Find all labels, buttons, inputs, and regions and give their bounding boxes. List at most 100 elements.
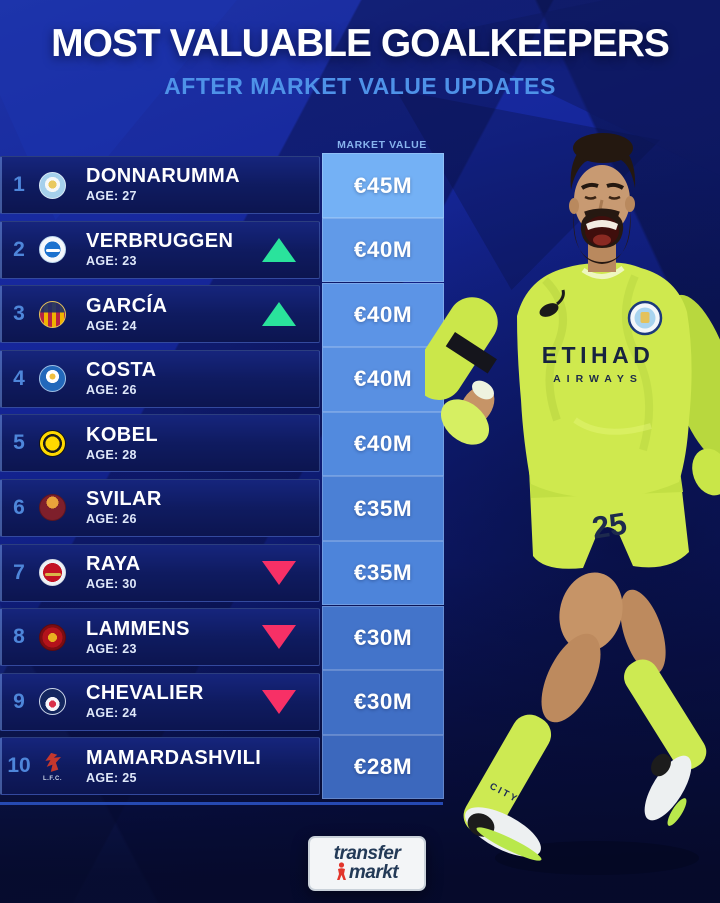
trend-up-icon xyxy=(262,237,296,262)
player-head xyxy=(569,133,636,272)
rank-label: 3 xyxy=(13,302,25,326)
player-age: AGE: 25 xyxy=(86,770,137,785)
table-row: 3 GARCÍA AGE: 24 €40M xyxy=(0,282,444,347)
player-shadow xyxy=(495,841,699,875)
puma-logo-icon xyxy=(539,303,559,317)
market-value-cell: €35M xyxy=(322,540,444,606)
jersey-sponsor-subtext: AIRWAYS xyxy=(553,373,643,385)
ranking-table: 1 DONNARUMMA AGE: 27 €45M 2 VERBRUGGEN A… xyxy=(0,153,456,805)
player-info: GARCÍA AGE: 24 xyxy=(86,294,168,333)
table-row: 7 RAYA AGE: 30 €35M xyxy=(0,540,444,606)
player-name: MAMARDASHVILI xyxy=(86,746,262,769)
trend-up-icon xyxy=(262,302,296,327)
market-value-cell: €30M xyxy=(322,605,444,670)
player-age: AGE: 24 xyxy=(86,706,137,721)
page-subtitle: AFTER MARKET VALUE UPDATES xyxy=(164,73,556,99)
manchester-united-badge-icon xyxy=(39,623,66,651)
player-name: GARCÍA xyxy=(86,294,168,317)
rank-label: 6 xyxy=(13,495,25,519)
trend-down-icon xyxy=(262,625,296,650)
goalkeeper-photo: CITY 25 xyxy=(425,133,720,875)
borussia-dortmund-badge-icon xyxy=(39,429,66,457)
market-value-cell: €40M xyxy=(322,411,444,477)
table-row: 5 KOBEL AGE: 28 €40M xyxy=(0,411,444,477)
arsenal-badge-icon xyxy=(39,559,66,587)
player-name: VERBRUGGEN xyxy=(86,230,234,253)
player-jersey: ETIHAD AIRWAYS xyxy=(517,262,692,498)
trend-down-icon xyxy=(262,689,296,714)
rank-label: 9 xyxy=(13,689,25,713)
player-age: AGE: 27 xyxy=(86,189,137,204)
transfermarkt-player-icon xyxy=(336,862,346,881)
transfermarkt-logo: transfer markt xyxy=(308,836,426,891)
brighton-badge-icon xyxy=(39,236,66,264)
player-info: DONNARUMMA AGE: 27 xyxy=(86,166,240,203)
rank-label: 2 xyxy=(13,237,25,261)
jersey-sponsor-text: ETIHAD xyxy=(542,342,655,368)
market-value-cell: €45M xyxy=(322,153,444,218)
rank-label: 5 xyxy=(13,431,25,455)
player-info: KOBEL AGE: 28 xyxy=(86,423,158,462)
paris-saint-germain-badge-icon xyxy=(39,688,66,716)
player-info: CHEVALIER AGE: 24 xyxy=(86,683,204,720)
table-row: 1 DONNARUMMA AGE: 27 €45M xyxy=(0,153,444,218)
market-value-column-header: MARKET VALUE xyxy=(337,139,427,151)
shorts-number: 25 xyxy=(590,506,630,546)
page-title: MOST VALUABLE GOALKEEPERS xyxy=(51,22,670,65)
liverpool-badge-icon: L.F.C. xyxy=(39,753,66,782)
roma-badge-icon xyxy=(39,494,66,522)
rank-label: 4 xyxy=(13,366,25,390)
player-info: LAMMENS AGE: 23 xyxy=(86,618,190,656)
player-age: AGE: 28 xyxy=(86,447,137,462)
table-row: 4 COSTA AGE: 26 €40M xyxy=(0,347,444,412)
player-age: AGE: 23 xyxy=(86,254,137,269)
player-info: COSTA AGE: 26 xyxy=(86,360,157,397)
player-age: AGE: 26 xyxy=(86,383,137,398)
player-name: DONNARUMMA xyxy=(86,165,240,188)
player-age: AGE: 30 xyxy=(86,577,137,591)
player-name: RAYA xyxy=(86,553,141,575)
manchester-city-badge-icon xyxy=(39,171,66,199)
table-row: 6 SVILAR AGE: 26 €35M xyxy=(0,476,444,541)
porto-badge-icon xyxy=(39,365,66,393)
player-front-arm xyxy=(425,297,498,445)
trend-down-icon xyxy=(262,560,296,585)
player-info: SVILAR AGE: 26 xyxy=(86,489,162,526)
player-age: AGE: 24 xyxy=(86,318,137,333)
player-age: AGE: 23 xyxy=(86,641,137,656)
market-value-cell: €35M xyxy=(322,476,444,541)
market-value-cell: €40M xyxy=(322,347,444,412)
player-info: VERBRUGGEN AGE: 23 xyxy=(86,231,233,268)
market-value-cell: €40M xyxy=(322,282,444,347)
table-row: 8 LAMMENS AGE: 23 €30M xyxy=(0,605,444,670)
rank-label: 7 xyxy=(13,560,25,584)
player-name: CHEVALIER xyxy=(86,682,204,705)
manchester-city-crest-icon xyxy=(627,300,663,336)
player-front-leg: CITY xyxy=(463,572,623,861)
captain-armband xyxy=(445,332,497,374)
player-name: SVILAR xyxy=(86,488,162,511)
table-bottom-divider xyxy=(0,802,443,805)
player-age: AGE: 26 xyxy=(86,512,137,527)
player-info: RAYA AGE: 30 xyxy=(86,554,141,591)
market-value-cell: €28M xyxy=(322,734,444,800)
jersey-collar xyxy=(581,265,625,279)
table-row: 2 VERBRUGGEN AGE: 23 €40M xyxy=(0,218,444,283)
logo-word-bottom: markt xyxy=(348,861,399,883)
rank-label: 8 xyxy=(13,625,25,649)
liverpool-badge-caption: L.F.C. xyxy=(43,775,62,782)
goalkeeper-glove xyxy=(440,399,490,445)
barcelona-badge-icon xyxy=(39,300,66,328)
player-back-leg xyxy=(620,589,707,826)
player-info: MAMARDASHVILI AGE: 25 xyxy=(86,746,262,785)
table-row: 10 L.F.C. MAMARDASHVILI AGE: 25 €28M xyxy=(0,734,444,800)
market-value-cell: €40M xyxy=(322,218,444,283)
rank-label: 1 xyxy=(13,173,25,196)
rank-label: 10 xyxy=(7,754,31,778)
logo-word-top: transfer xyxy=(333,842,401,864)
table-row: 9 CHEVALIER AGE: 24 €30M xyxy=(0,670,444,735)
player-name: COSTA xyxy=(86,359,157,382)
market-value-cell: €30M xyxy=(322,670,444,735)
player-name: KOBEL xyxy=(86,423,158,446)
